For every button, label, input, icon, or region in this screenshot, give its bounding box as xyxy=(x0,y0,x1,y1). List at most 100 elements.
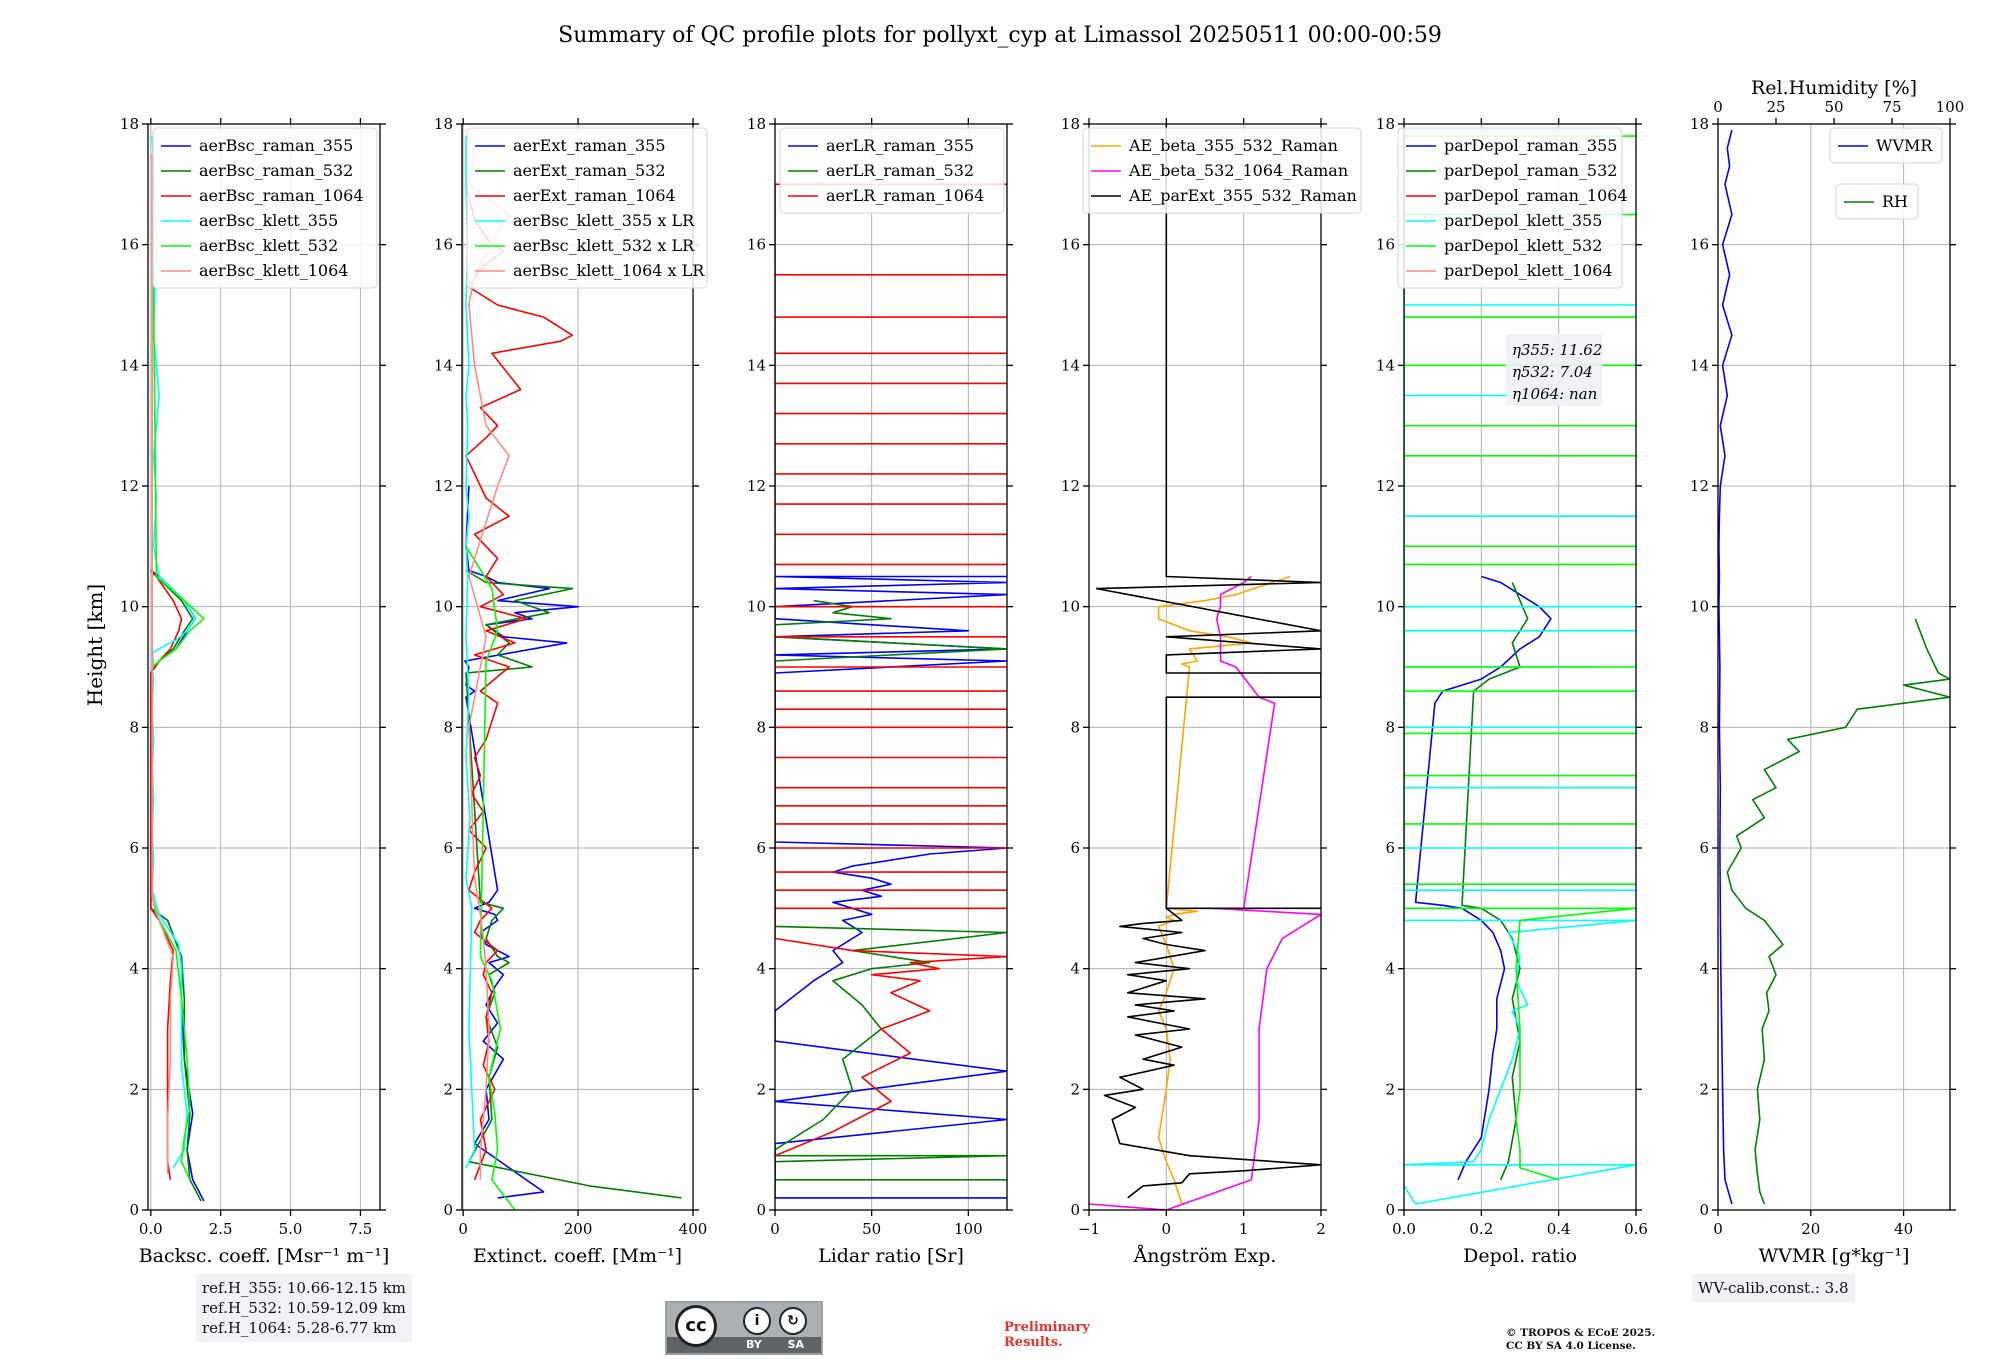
series-line-aerlr-raman-532 xyxy=(775,599,1007,1181)
y-tick-label: 4 xyxy=(129,960,139,978)
x2-tick-label: 25 xyxy=(1766,98,1785,116)
x-axis-label: Lidar ratio [Sr] xyxy=(818,1245,964,1267)
y-tick-label: 12 xyxy=(120,477,139,495)
series-line-aerext-raman-355 xyxy=(464,485,579,1199)
legend-entry: aerBsc_klett_355 xyxy=(199,211,338,230)
preliminary-line-2: Results. xyxy=(1004,1335,1063,1350)
x-tick-label: 0 xyxy=(1713,1220,1723,1238)
y-tick-label: 18 xyxy=(1061,115,1080,133)
preliminary-line-1: Preliminary xyxy=(1004,1320,1090,1335)
series-line-aerbsc-klett-1064 xyxy=(151,154,174,1174)
y-tick-label: 4 xyxy=(443,960,453,978)
legend-entry: aerExt_raman_355 xyxy=(513,136,666,155)
series-line-ae-beta-532-1064-raman xyxy=(1089,575,1321,1210)
x-axis-label: Depol. ratio xyxy=(1463,1245,1577,1267)
legend: aerBsc_raman_355 aerBsc_raman_532 aerBsc_r… xyxy=(152,127,378,289)
y-tick-label: 16 xyxy=(120,236,139,254)
series-group xyxy=(150,136,205,1202)
y-tick-label: 0 xyxy=(1385,1201,1395,1219)
legend: parDepol_raman_355 parDepol_raman_532 parD… xyxy=(1397,127,1628,289)
axes-frame xyxy=(1717,123,1951,1211)
cc-sa-label: SA xyxy=(787,1338,805,1351)
series-line-aerbsc-raman-355 xyxy=(150,569,205,1202)
series-line-aerbsc-klett-355 xyxy=(151,136,197,1169)
legend-wvmr: WVMR xyxy=(1829,127,1943,164)
legend: aerLR_raman_355 aerLR_raman_532 aerLR_rama… xyxy=(779,127,1005,214)
y-tick-label: 12 xyxy=(1061,477,1080,495)
y-tick-label: 10 xyxy=(1376,598,1395,616)
y-tick-label: 2 xyxy=(1699,1080,1709,1098)
legend-entry: parDepol_raman_532 xyxy=(1444,161,1617,180)
series-line-wvmr xyxy=(1718,129,1733,1205)
x-tick-label: 2.5 xyxy=(209,1220,233,1238)
legend-entry: AE_parExt_355_532_Raman xyxy=(1128,186,1357,205)
series-line-aerlr-raman-355 xyxy=(775,575,1007,1199)
legend-entry: aerExt_raman_1064 xyxy=(513,186,676,205)
y-tick-label: 16 xyxy=(434,236,453,254)
y-tick-label: 0 xyxy=(756,1201,766,1219)
y-tick-label: 6 xyxy=(756,839,766,857)
y-tick-label: 4 xyxy=(1070,960,1080,978)
y-tick-label: 0 xyxy=(1070,1201,1080,1219)
y-tick-label: 0 xyxy=(443,1201,453,1219)
wv-calib-text: WV-calib.const.: 3.8 xyxy=(1698,1279,1849,1297)
y-tick-label: 18 xyxy=(1690,115,1709,133)
y-tick-label: 4 xyxy=(1699,960,1709,978)
x-tick-label: 2 xyxy=(1316,1220,1326,1238)
legend-entry: aerLR_raman_532 xyxy=(826,161,974,180)
x-axis-label: Backsc. coeff. [Msr⁻¹ m⁻¹] xyxy=(139,1245,390,1267)
y-tick-label: 12 xyxy=(1376,477,1395,495)
ref-height-1064: ref.H_1064: 5.28-6.77 km xyxy=(202,1319,397,1337)
y-tick-label: 14 xyxy=(1061,356,1080,374)
x2-tick-label: 0 xyxy=(1713,98,1723,116)
y-tick-label: 16 xyxy=(1690,236,1709,254)
y-tick-label: 16 xyxy=(1061,236,1080,254)
y-tick-label: 10 xyxy=(120,598,139,616)
x2-axis-label: Rel.Humidity [%] xyxy=(1751,77,1917,99)
series-line-pardepol-klett-532 xyxy=(1404,135,1636,1181)
ref-height-355: ref.H_355: 10.66-12.15 km xyxy=(202,1279,406,1297)
legend-entry: parDepol_raman_1064 xyxy=(1444,186,1628,205)
x-tick-label: 0 xyxy=(458,1220,468,1238)
x-tick-label: 100 xyxy=(954,1220,983,1238)
series-group xyxy=(775,183,1007,1199)
legend-entry: aerBsc_klett_532 x LR xyxy=(513,236,695,255)
x-tick-label: 0.4 xyxy=(1547,1220,1571,1238)
y-tick-label: 8 xyxy=(1070,718,1080,736)
y-tick-label: 10 xyxy=(1061,598,1080,616)
legend-box xyxy=(152,127,378,289)
x-axis-label: Extinct. coeff. [Mm⁻¹] xyxy=(473,1245,682,1267)
legend-box xyxy=(466,127,708,289)
figure-title: Summary of QC profile plots for pollyxt_… xyxy=(558,23,1442,48)
wv-calib-box: WV-calib.const.: 3.8 xyxy=(1692,1274,1855,1302)
x-axis-label: Ångström Exp. xyxy=(1133,1245,1277,1267)
y-tick-label: 2 xyxy=(756,1080,766,1098)
series-line-rh xyxy=(1726,618,1950,1205)
x-tick-label: 5.0 xyxy=(279,1220,303,1238)
x-tick-label: 1 xyxy=(1239,1220,1249,1238)
y-tick-label: 6 xyxy=(129,839,139,857)
y-tick-label: 14 xyxy=(120,356,139,374)
y-tick-label: 10 xyxy=(434,598,453,616)
legend-box xyxy=(779,127,1005,214)
series-line-aerbsc-klett-532-x-lr xyxy=(465,545,516,1210)
y-tick-label: 8 xyxy=(443,718,453,736)
series-line-aerext-raman-1064 xyxy=(465,184,574,1181)
legend-rh: RH xyxy=(1835,183,1919,220)
eta-line: η355: 11.62 xyxy=(1512,341,1602,359)
copyright-line-2: CC BY SA 4.0 License. xyxy=(1506,1340,1636,1352)
cc-icon: cc xyxy=(675,1305,717,1347)
legend-entry: parDepol_klett_532 xyxy=(1444,236,1602,255)
legend-entry: aerBsc_klett_1064 xyxy=(199,261,348,280)
legend-entry: aerBsc_raman_532 xyxy=(199,161,353,180)
series-line-aerbsc-raman-532 xyxy=(150,569,202,1202)
axes-frame xyxy=(1088,123,1322,1211)
x2-tick-label: 50 xyxy=(1824,98,1843,116)
legend-entry: aerLR_raman_355 xyxy=(826,136,974,155)
legend-entry: AE_beta_532_1064_Raman xyxy=(1128,161,1348,180)
series-group xyxy=(1404,129,1636,1205)
legend-entry: aerBsc_klett_1064 x LR xyxy=(513,261,705,280)
y-tick-label: 18 xyxy=(434,115,453,133)
y-tick-label: 18 xyxy=(1376,115,1395,133)
eta-line: η1064: nan xyxy=(1512,385,1597,403)
